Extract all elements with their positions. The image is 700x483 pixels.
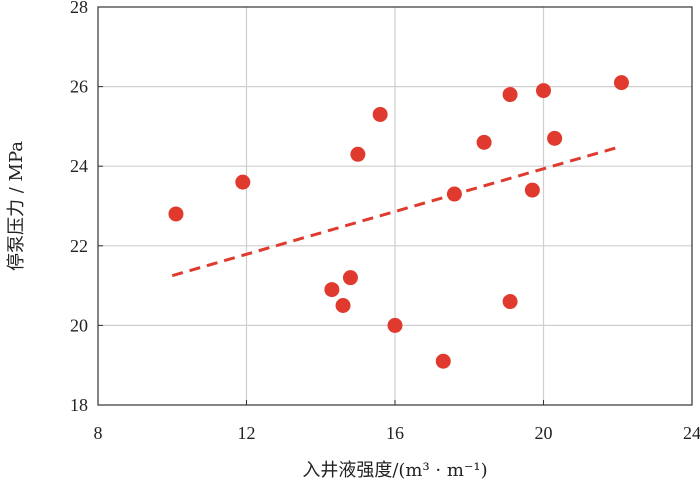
data-point xyxy=(372,106,388,122)
data-point xyxy=(524,182,540,198)
data-point xyxy=(235,174,251,190)
grid-lines xyxy=(98,7,692,405)
x-axis-title: 入井液强度/(m³ · m⁻¹) xyxy=(302,460,487,481)
data-point xyxy=(387,317,403,333)
y-tick-label: 22 xyxy=(70,236,88,256)
trendline-layer xyxy=(171,144,622,278)
data-point xyxy=(547,130,563,146)
data-points xyxy=(168,75,629,369)
data-point xyxy=(502,294,518,310)
data-point xyxy=(350,146,366,162)
data-point xyxy=(342,270,358,286)
y-tick-label: 28 xyxy=(70,0,88,17)
trendline xyxy=(171,144,622,278)
data-point xyxy=(613,75,629,91)
x-tick-label: 8 xyxy=(94,423,103,443)
data-point xyxy=(536,83,551,99)
x-tick-label: 24 xyxy=(683,423,700,443)
axis-ticks: 8 12 16 20 24 18 20 22 24 26 28 xyxy=(70,0,700,443)
data-point xyxy=(324,282,340,298)
y-tick-label: 18 xyxy=(70,395,88,415)
data-point xyxy=(476,134,492,150)
data-point xyxy=(335,298,351,313)
data-point xyxy=(502,87,518,103)
x-tick-label: 20 xyxy=(535,423,553,443)
data-point xyxy=(168,206,184,222)
y-tick-label: 26 xyxy=(70,77,88,97)
y-axis-title: 停泵压力 / MPa xyxy=(6,141,27,271)
x-tick-label: 16 xyxy=(386,423,404,443)
data-point xyxy=(446,186,462,202)
y-tick-label: 24 xyxy=(70,156,88,176)
x-tick-label: 12 xyxy=(238,423,256,443)
data-point xyxy=(435,353,451,369)
y-tick-label: 20 xyxy=(70,315,88,335)
